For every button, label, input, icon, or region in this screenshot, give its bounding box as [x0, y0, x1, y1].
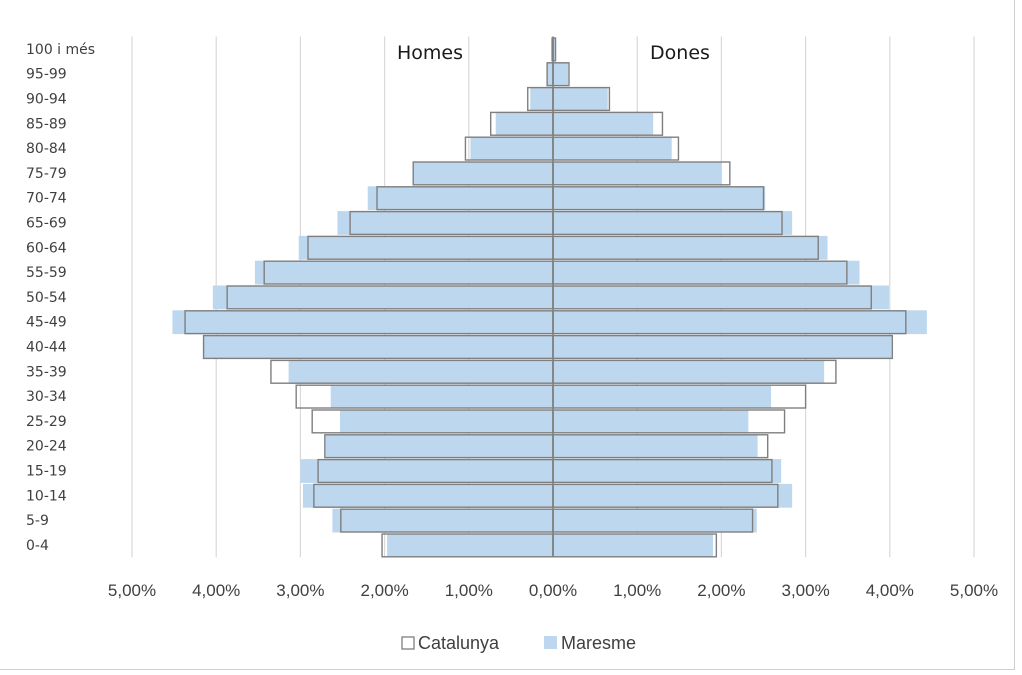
legend-swatch-catalunya	[401, 636, 415, 650]
bar-maresme-dones	[553, 533, 713, 558]
bar-maresme-homes	[495, 111, 553, 136]
bar-maresme-homes	[470, 136, 553, 161]
x-tick-label: 3,00%	[781, 581, 829, 600]
y-tick-label: 30-34	[26, 389, 67, 405]
x-tick-label: 1,00%	[445, 581, 493, 600]
y-tick-label: 50-54	[26, 290, 67, 306]
bar-maresme-dones	[553, 508, 757, 533]
x-tick-label: 4,00%	[866, 581, 914, 600]
bar-maresme-homes	[367, 186, 553, 211]
y-tick-label: 95-99	[26, 67, 67, 83]
y-tick-label: 25-29	[26, 414, 67, 430]
x-tick-label: 5,00%	[950, 581, 998, 600]
bar-maresme-homes	[212, 285, 553, 310]
bar-maresme-homes	[547, 62, 553, 87]
y-tick-label: 65-69	[26, 216, 67, 232]
bar-maresme-dones	[553, 285, 889, 310]
y-axis-labels: 0-4 5-9 10-14 15-19 20-24 25-29 30-34 35-39 40-4…	[26, 42, 95, 554]
y-tick-label: 70-74	[26, 191, 67, 207]
bar-maresme-homes	[254, 260, 553, 285]
bar-maresme-homes	[298, 235, 553, 260]
bar-maresme-dones	[553, 211, 793, 235]
bar-maresme-dones	[553, 260, 860, 285]
bar-maresme-homes	[288, 359, 553, 384]
bar-maresme-homes	[530, 87, 553, 111]
y-tick-label: 75-79	[26, 166, 67, 182]
y-tick-label: 40-44	[26, 340, 67, 356]
bar-maresme-homes	[337, 211, 553, 235]
bar-maresme-homes	[172, 310, 553, 335]
bar-maresme-homes	[300, 459, 553, 483]
bar-maresme-dones	[553, 37, 556, 62]
bar-maresme-homes	[339, 409, 553, 434]
bar-maresme-dones	[553, 161, 722, 186]
y-tick-label: 45-49	[26, 315, 67, 331]
y-tick-label: 85-89	[26, 116, 67, 132]
x-tick-label: 5,00%	[108, 581, 156, 600]
x-tick-label: 0,00%	[529, 581, 577, 600]
y-tick-label: 60-64	[26, 240, 67, 256]
x-tick-label: 2,00%	[697, 581, 745, 600]
bar-maresme-dones	[553, 87, 608, 111]
x-tick-label: 4,00%	[192, 581, 240, 600]
y-tick-label: 0-4	[26, 538, 49, 554]
legend: Catalunya Maresme	[401, 633, 636, 653]
bar-maresme-dones	[553, 359, 825, 384]
y-tick-label: 15-19	[26, 464, 67, 480]
bar-maresme-dones	[553, 459, 782, 483]
bar-maresme-dones	[553, 186, 766, 211]
annotation-dones: Dones	[650, 42, 710, 64]
legend-label-catalunya: Catalunya	[418, 633, 500, 653]
bar-maresme-dones	[553, 235, 828, 260]
x-axis-labels: 5,00% 4,00% 3,00% 2,00% 1,00% 0,00% 1,00% 2,00%…	[108, 581, 998, 600]
bar-maresme-homes	[325, 434, 553, 459]
legend-label-maresme: Maresme	[561, 633, 636, 653]
maresme-bars	[172, 37, 927, 558]
bar-maresme-homes	[203, 335, 553, 359]
bar-maresme-homes	[302, 483, 553, 508]
bar-maresme-dones	[553, 310, 927, 335]
bar-maresme-dones	[553, 409, 749, 434]
bar-maresme-dones	[553, 62, 569, 87]
bar-maresme-dones	[553, 111, 654, 136]
legend-swatch-maresme	[544, 636, 557, 649]
y-tick-label: 80-84	[26, 141, 67, 157]
bar-maresme-homes	[332, 508, 553, 533]
bar-maresme-homes	[387, 533, 553, 558]
x-tick-label: 2,00%	[360, 581, 408, 600]
y-tick-label: 35-39	[26, 364, 67, 380]
y-tick-label: 20-24	[26, 439, 67, 455]
y-tick-label: 100 i més	[26, 42, 95, 58]
bar-maresme-homes	[413, 161, 553, 186]
y-tick-label: 90-94	[26, 92, 67, 108]
annotation-homes: Homes	[397, 42, 463, 64]
bar-maresme-dones	[553, 434, 758, 459]
y-tick-label: 10-14	[26, 488, 67, 504]
bar-maresme-dones	[553, 384, 772, 409]
bar-maresme-homes	[330, 384, 553, 409]
bar-maresme-dones	[553, 136, 672, 161]
y-tick-label: 5-9	[26, 513, 49, 529]
y-tick-label: 55-59	[26, 265, 67, 281]
bar-maresme-dones	[553, 335, 892, 359]
bar-maresme-dones	[553, 483, 793, 508]
x-tick-label: 1,00%	[613, 581, 661, 600]
x-tick-label: 3,00%	[276, 581, 324, 600]
